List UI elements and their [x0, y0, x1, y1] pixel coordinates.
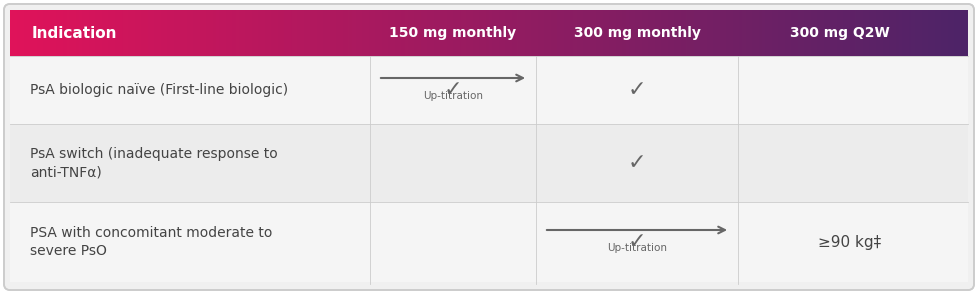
Text: ✓: ✓	[627, 232, 646, 252]
Text: ≥90 kg‡: ≥90 kg‡	[818, 235, 880, 250]
FancyBboxPatch shape	[4, 4, 973, 290]
Text: 150 mg monthly: 150 mg monthly	[389, 26, 516, 40]
Text: 300 mg monthly: 300 mg monthly	[573, 26, 700, 40]
Bar	[10, 202, 967, 282]
Text: PsA switch (inadequate response to: PsA switch (inadequate response to	[30, 147, 277, 161]
Text: anti-TNFα): anti-TNFα)	[30, 165, 102, 179]
Text: Up-titration: Up-titration	[607, 243, 666, 253]
Text: PSA with concomitant moderate to: PSA with concomitant moderate to	[30, 226, 273, 240]
Text: PsA biologic naïve (First-line biologic): PsA biologic naïve (First-line biologic)	[30, 83, 288, 97]
Bar	[10, 124, 967, 202]
Text: 300 mg Q2W: 300 mg Q2W	[789, 26, 889, 40]
Bar	[10, 56, 967, 124]
Text: severe PsO: severe PsO	[30, 244, 106, 258]
Text: ✓: ✓	[627, 80, 646, 100]
Text: Up-titration: Up-titration	[423, 91, 483, 101]
Text: Indication: Indication	[32, 26, 117, 41]
Text: ✓: ✓	[444, 80, 462, 100]
Text: ✓: ✓	[627, 153, 646, 173]
